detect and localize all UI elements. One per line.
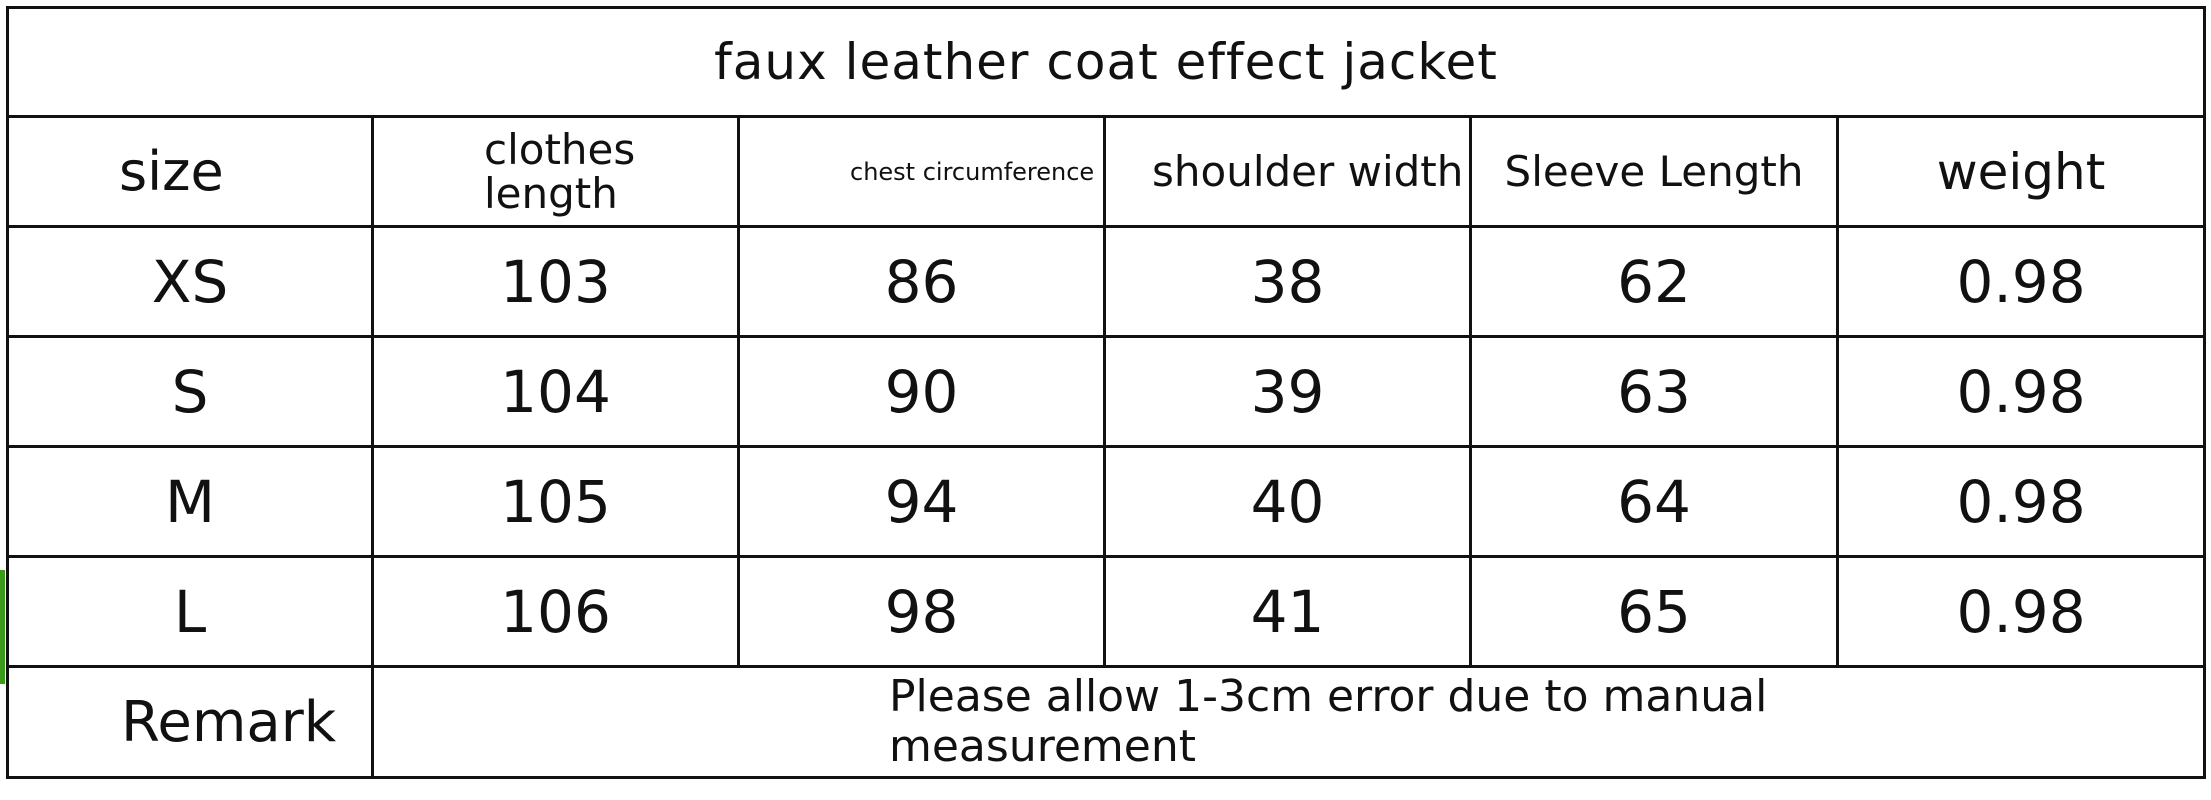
cell-clothes-length: 104 — [371, 335, 740, 448]
cell-size: M — [6, 445, 374, 558]
header-clothes-length: clothes length — [371, 115, 740, 228]
cell-shoulder: 39 — [1103, 335, 1472, 448]
header-shoulder-width: shoulder width — [1103, 115, 1472, 228]
title-row: faux leather coat effect jacket — [5, 6, 2207, 118]
table-row: S 104 90 39 63 0.98 — [6, 335, 2207, 448]
cell-weight: 0.98 — [1835, 335, 2207, 448]
table-row: XS 103 86 38 62 0.98 — [6, 225, 2207, 338]
cell-clothes-length: 106 — [371, 555, 740, 668]
left-edge-marker — [0, 570, 5, 684]
cell-sleeve: 63 — [1469, 335, 1839, 448]
cell-sleeve: 62 — [1469, 225, 1839, 338]
cell-weight: 0.98 — [1835, 555, 2207, 668]
cell-chest: 90 — [737, 335, 1106, 448]
header-size: size — [6, 115, 374, 228]
table-row: M 105 94 40 64 0.98 — [6, 445, 2207, 558]
cell-size: XS — [6, 225, 374, 338]
header-chest-circumference: chest circumference — [737, 115, 1106, 228]
remark-row: Remark Please allow 1-3cm error due to m… — [6, 665, 2207, 779]
cell-clothes-length: 105 — [371, 445, 740, 558]
cell-shoulder: 38 — [1103, 225, 1472, 338]
cell-weight: 0.98 — [1835, 225, 2207, 338]
cell-clothes-length: 103 — [371, 225, 740, 338]
cell-sleeve: 65 — [1469, 555, 1839, 668]
remark-text: Please allow 1-3cm error due to manual m… — [370, 665, 2207, 779]
cell-size: S — [6, 335, 374, 448]
remark-label: Remark — [6, 665, 374, 779]
cell-shoulder: 41 — [1103, 555, 1472, 668]
cell-chest: 98 — [737, 555, 1106, 668]
header-weight: weight — [1835, 115, 2207, 228]
cell-shoulder: 40 — [1103, 445, 1472, 558]
header-sleeve-length: Sleeve Length — [1469, 115, 1839, 228]
table-row: L 106 98 41 65 0.98 — [6, 555, 2207, 668]
header-row: size clothes length chest circumference … — [6, 115, 2207, 228]
table-title: faux leather coat effect jacket — [5, 6, 2207, 118]
cell-size: L — [6, 555, 374, 668]
cell-chest: 94 — [737, 445, 1106, 558]
cell-sleeve: 64 — [1469, 445, 1839, 558]
size-chart-table: faux leather coat effect jacket size clo… — [5, 6, 2207, 779]
cell-chest: 86 — [737, 225, 1106, 338]
cell-weight: 0.98 — [1835, 445, 2207, 558]
